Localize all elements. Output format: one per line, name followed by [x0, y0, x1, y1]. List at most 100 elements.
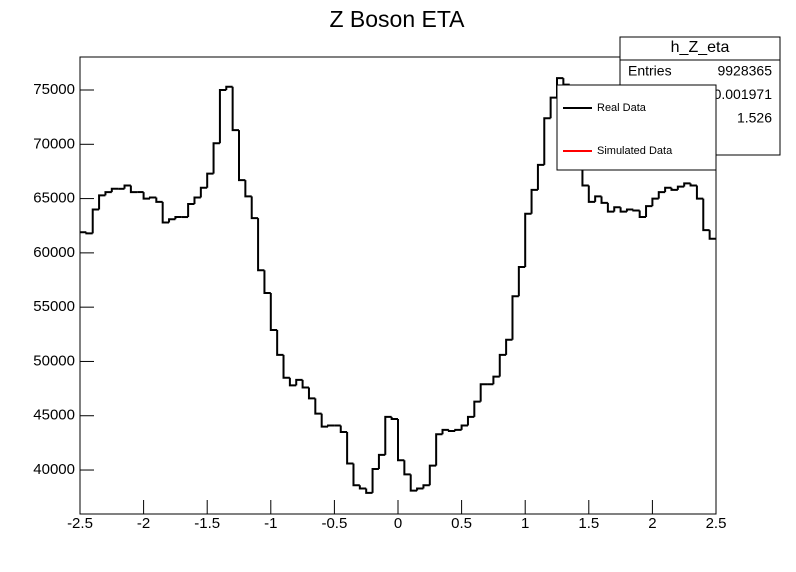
stats-title: h_Z_eta — [671, 39, 730, 56]
histogram-bin — [695, 185, 704, 200]
histogram-bin — [218, 89, 227, 144]
histogram-bin — [530, 188, 538, 214]
histogram-bin — [377, 453, 386, 469]
y-tick-label: 45000 — [33, 407, 75, 424]
stats-value: 9928365 — [717, 63, 772, 79]
x-tick-label: 2.5 — [706, 515, 727, 532]
x-tick-label: 0 — [394, 515, 402, 532]
histogram-bin — [327, 424, 335, 427]
y-tick-label: 55000 — [33, 298, 75, 315]
histogram-bin — [244, 180, 252, 198]
histogram-bin — [288, 377, 297, 387]
histogram-bin — [301, 379, 309, 389]
histogram-bin — [91, 208, 100, 234]
histogram-bin — [619, 207, 627, 213]
histogram-bin — [645, 205, 653, 218]
histogram-bin — [257, 218, 265, 272]
y-tick-label: 75000 — [33, 81, 75, 98]
histogram-bin — [632, 209, 640, 212]
histogram-bin — [613, 206, 621, 212]
histogram-bin — [708, 230, 716, 240]
legend-label: Simulated Data — [597, 145, 673, 157]
stats-value: 0.001971 — [714, 86, 773, 102]
histogram-bin — [365, 488, 373, 494]
histogram-bin — [295, 378, 303, 386]
histogram-bin — [320, 413, 329, 428]
histogram-bin — [638, 210, 647, 219]
histogram-bin — [517, 265, 526, 297]
x-tick-label: -1 — [264, 515, 277, 532]
x-tick-label: 1.5 — [578, 515, 599, 532]
x-tick-label: -2.5 — [67, 515, 93, 532]
histogram-bin — [479, 383, 488, 402]
histogram-bin — [199, 186, 208, 198]
histogram-bin — [187, 203, 195, 218]
histogram-bin — [282, 354, 290, 379]
histogram-bin — [625, 208, 634, 212]
x-tick-label: 0.5 — [451, 515, 472, 532]
histogram-bin — [492, 375, 500, 385]
histogram-bin — [148, 196, 157, 199]
histogram-bin — [397, 418, 405, 462]
histogram-bin — [657, 191, 666, 199]
histogram-bin — [346, 432, 354, 465]
histogram-bin — [536, 163, 545, 190]
histogram-bin — [600, 196, 608, 204]
histogram-bin — [155, 197, 163, 203]
y-tick-label: 70000 — [33, 135, 75, 152]
chart-title: Z Boson ETA — [329, 6, 465, 32]
histogram-bin — [702, 198, 710, 232]
histogram-bin — [498, 353, 507, 377]
histogram-bin — [403, 460, 411, 476]
x-tick-label: 2 — [648, 515, 656, 532]
histogram-bin — [206, 172, 214, 188]
histogram-bin — [606, 202, 615, 213]
stats-label: Entries — [628, 63, 672, 79]
y-tick-label: 40000 — [33, 461, 75, 478]
histogram-bin — [409, 474, 418, 492]
histogram-bin — [384, 415, 392, 455]
histogram-bin — [435, 433, 443, 466]
x-tick-label: -0.5 — [321, 515, 347, 532]
histogram-bin — [460, 424, 468, 430]
histogram-bin — [98, 194, 106, 210]
histogram-bin — [505, 338, 513, 355]
histogram-bin — [142, 192, 150, 200]
histogram-bin — [447, 429, 456, 432]
histogram-bin — [110, 187, 119, 193]
histogram-bin — [358, 485, 367, 490]
histogram-bin — [269, 293, 278, 331]
legend-label: Real Data — [597, 102, 647, 114]
histogram-bin — [161, 201, 170, 224]
histogram-bin — [352, 463, 360, 487]
stats-value: 1.526 — [737, 110, 772, 126]
y-tick-label: 50000 — [33, 352, 75, 369]
histogram-bin — [250, 196, 259, 220]
histogram-bin — [428, 464, 437, 486]
histogram-bin — [231, 86, 239, 132]
histogram-bin — [473, 400, 481, 417]
histogram-bin — [651, 197, 659, 207]
y-tick-label: 60000 — [33, 244, 75, 261]
legend-box — [556, 84, 717, 171]
histogram-bin — [371, 467, 379, 493]
x-tick-label: 1 — [521, 515, 529, 532]
histogram-bin — [85, 232, 93, 235]
histogram-bin — [129, 185, 138, 194]
histogram-bin — [441, 428, 449, 435]
histogram-bin — [676, 185, 685, 190]
histogram-bin — [549, 96, 557, 119]
histogram-bin — [422, 484, 430, 489]
histogram-bin — [168, 218, 176, 223]
histogram-bin — [689, 183, 697, 187]
histogram-bin — [238, 130, 246, 182]
x-tick-label: -2 — [137, 515, 150, 532]
histogram-bin — [174, 216, 182, 220]
y-tick-label: 65000 — [33, 190, 75, 207]
histogram-bin — [339, 425, 348, 434]
histogram-bin — [683, 182, 691, 187]
histogram-bin — [225, 85, 233, 91]
histogram-bin — [664, 186, 672, 193]
